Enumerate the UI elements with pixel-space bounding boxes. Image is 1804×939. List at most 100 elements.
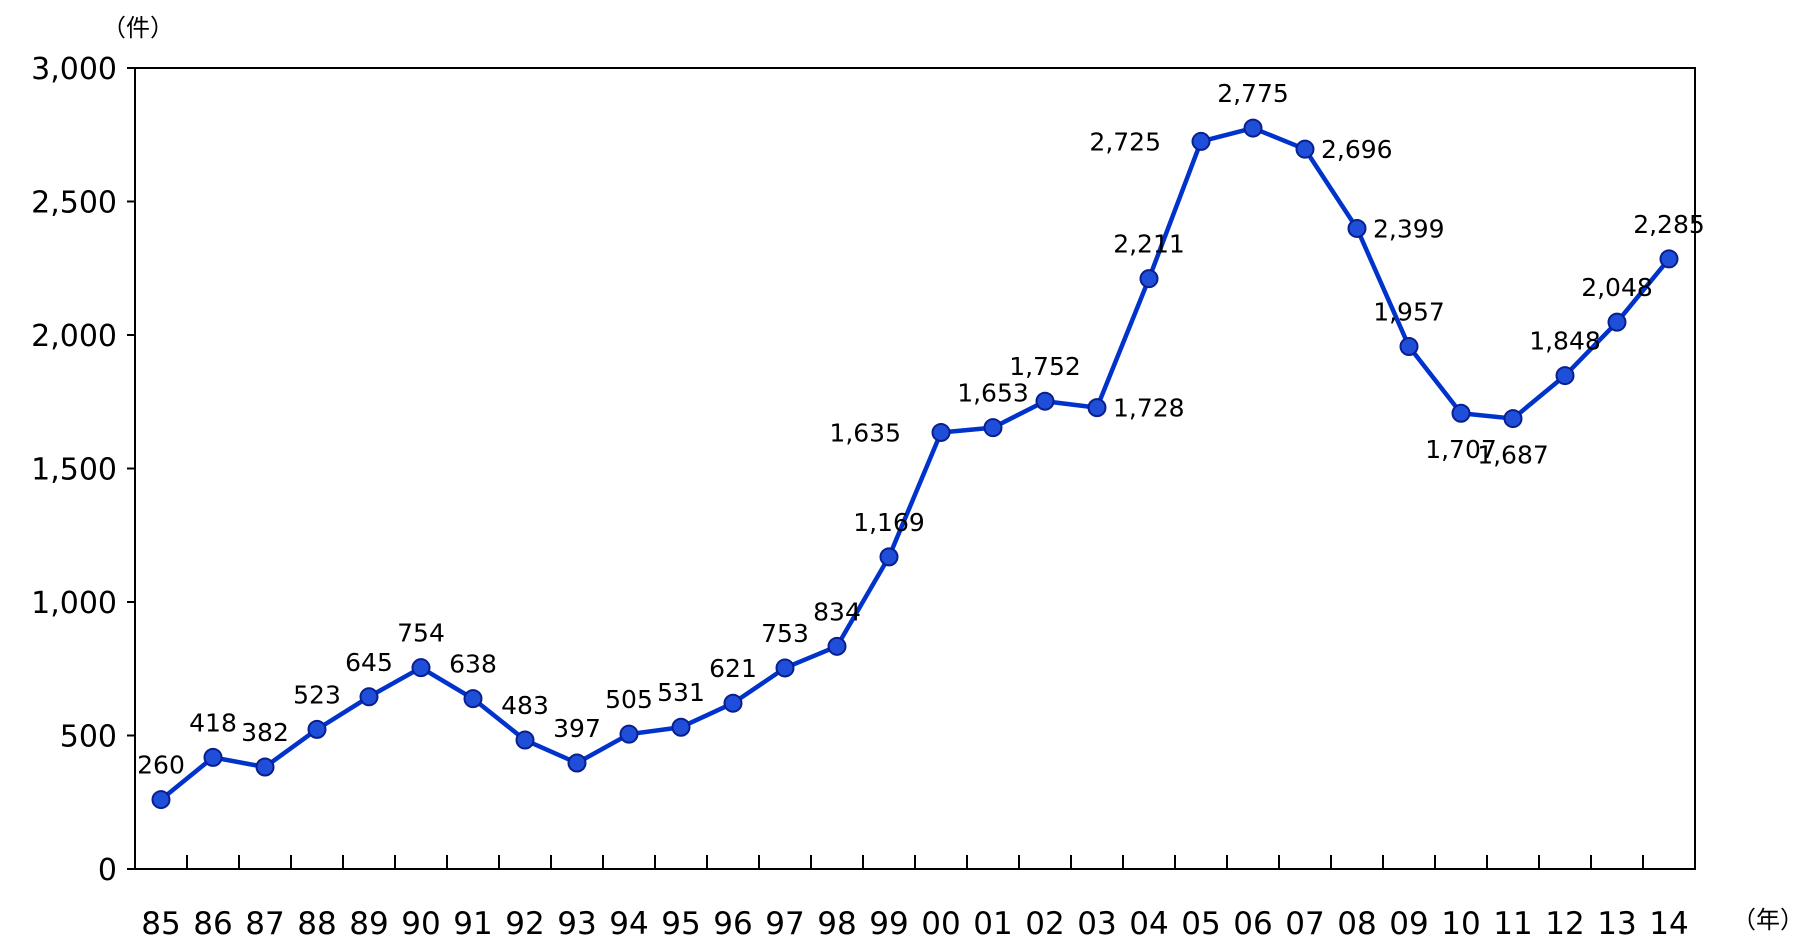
y-axis: 0 500 1,000 1,500 2,000 2,500 3,000 [31, 52, 135, 888]
y-tick-label: 500 [60, 720, 117, 755]
data-point [307, 719, 327, 739]
data-label: 382 [241, 718, 289, 747]
data-label: 753 [761, 619, 809, 648]
data-label: 2,775 [1217, 79, 1289, 108]
data-label: 2,211 [1113, 230, 1185, 259]
x-tick-label: 91 [453, 906, 492, 939]
data-point [619, 724, 639, 744]
data-label: 645 [345, 648, 393, 677]
x-tick-label: 86 [193, 906, 232, 939]
data-label: 483 [501, 691, 549, 720]
x-tick-label: 02 [1025, 906, 1064, 939]
data-label: 2,399 [1373, 214, 1445, 243]
x-tick-label: 14 [1649, 906, 1688, 939]
data-label: 1,169 [853, 508, 925, 537]
data-point [931, 422, 951, 442]
data-point [1035, 391, 1055, 411]
data-label: 834 [813, 597, 861, 626]
x-tick-label: 07 [1285, 906, 1324, 939]
data-point [151, 790, 171, 810]
x-tick-label: 92 [505, 906, 544, 939]
data-point [1555, 366, 1575, 386]
series-line [159, 125, 1671, 802]
x-tick-label: 12 [1545, 906, 1584, 939]
x-tick-label: 01 [973, 906, 1012, 939]
x-tick-label: 93 [557, 906, 596, 939]
data-point [1087, 398, 1107, 418]
data-label: 397 [553, 714, 601, 743]
data-point [723, 693, 743, 713]
y-tick-label: 0 [98, 853, 117, 888]
x-tick-label: 95 [661, 906, 700, 939]
data-point [411, 658, 431, 678]
data-label: 1,653 [957, 379, 1029, 408]
data-label: 638 [449, 650, 497, 679]
data-point [567, 753, 587, 773]
x-tick-label: 85 [141, 906, 180, 939]
data-point [827, 636, 847, 656]
x-tick-label: 05 [1181, 906, 1220, 939]
x-tick-label: 96 [713, 906, 752, 939]
x-tick-label: 87 [245, 906, 284, 939]
data-point [1503, 409, 1523, 429]
data-point [1607, 312, 1627, 332]
x-tick-label: 04 [1129, 906, 1168, 939]
data-label: 260 [137, 751, 185, 780]
data-point [359, 687, 379, 707]
y-unit-label: （件） [102, 14, 174, 42]
plot-area [134, 67, 1696, 870]
y-tick-label: 1,000 [31, 586, 117, 621]
data-label: 523 [293, 680, 341, 709]
data-point [1659, 249, 1679, 269]
data-label: 1,848 [1529, 327, 1601, 356]
y-tick-label: 3,000 [31, 52, 117, 87]
data-point [1139, 269, 1159, 289]
data-point [775, 658, 795, 678]
x-tick-label: 03 [1077, 906, 1116, 939]
data-point [879, 547, 899, 567]
data-label: 1,635 [829, 418, 901, 447]
data-label: 1,707 [1425, 435, 1497, 464]
x-tick-label: 10 [1441, 906, 1480, 939]
data-point [1191, 131, 1211, 151]
data-label: 2,048 [1581, 273, 1653, 302]
x-tick-label: 09 [1389, 906, 1428, 939]
x-tick-label: 97 [765, 906, 804, 939]
data-point [1451, 403, 1471, 423]
x-tick-label: 11 [1493, 906, 1532, 939]
data-point [671, 717, 691, 737]
y-tick-label: 1,500 [31, 453, 117, 488]
data-label: 531 [657, 678, 705, 707]
data-label: 2,725 [1089, 127, 1161, 156]
data-label: 1,957 [1373, 297, 1445, 326]
x-tick-label: 94 [609, 906, 648, 939]
x-tick-label: 89 [349, 906, 388, 939]
data-point [1243, 118, 1263, 138]
series-markers [151, 118, 1679, 810]
data-label: 1,728 [1113, 394, 1185, 423]
data-label: 2,285 [1633, 210, 1705, 239]
x-tick-label: 13 [1597, 906, 1636, 939]
x-tick-label: 08 [1337, 906, 1376, 939]
x-tick-label: 99 [869, 906, 908, 939]
data-label: 2,696 [1321, 135, 1393, 164]
data-label: 754 [397, 619, 445, 648]
x-tick-label: 88 [297, 906, 336, 939]
x-unit-label: （年） [1732, 906, 1804, 934]
data-point [1295, 139, 1315, 159]
x-axis: 85 86 87 88 89 90 91 92 93 94 95 96 97 98 99 00 01 02 03 04… [134, 855, 1696, 939]
data-point [1399, 336, 1419, 356]
data-point [515, 730, 535, 750]
data-point [983, 418, 1003, 438]
data-point [463, 689, 483, 709]
data-label: 418 [189, 708, 237, 737]
data-point [255, 757, 275, 777]
x-tick-label: 90 [401, 906, 440, 939]
x-tick-label: 98 [817, 906, 856, 939]
data-label: 1,687 [1477, 441, 1549, 470]
y-tick-label: 2,500 [31, 186, 117, 221]
data-point [203, 747, 223, 767]
x-tick-label: 00 [921, 906, 960, 939]
data-label: 621 [709, 654, 757, 683]
